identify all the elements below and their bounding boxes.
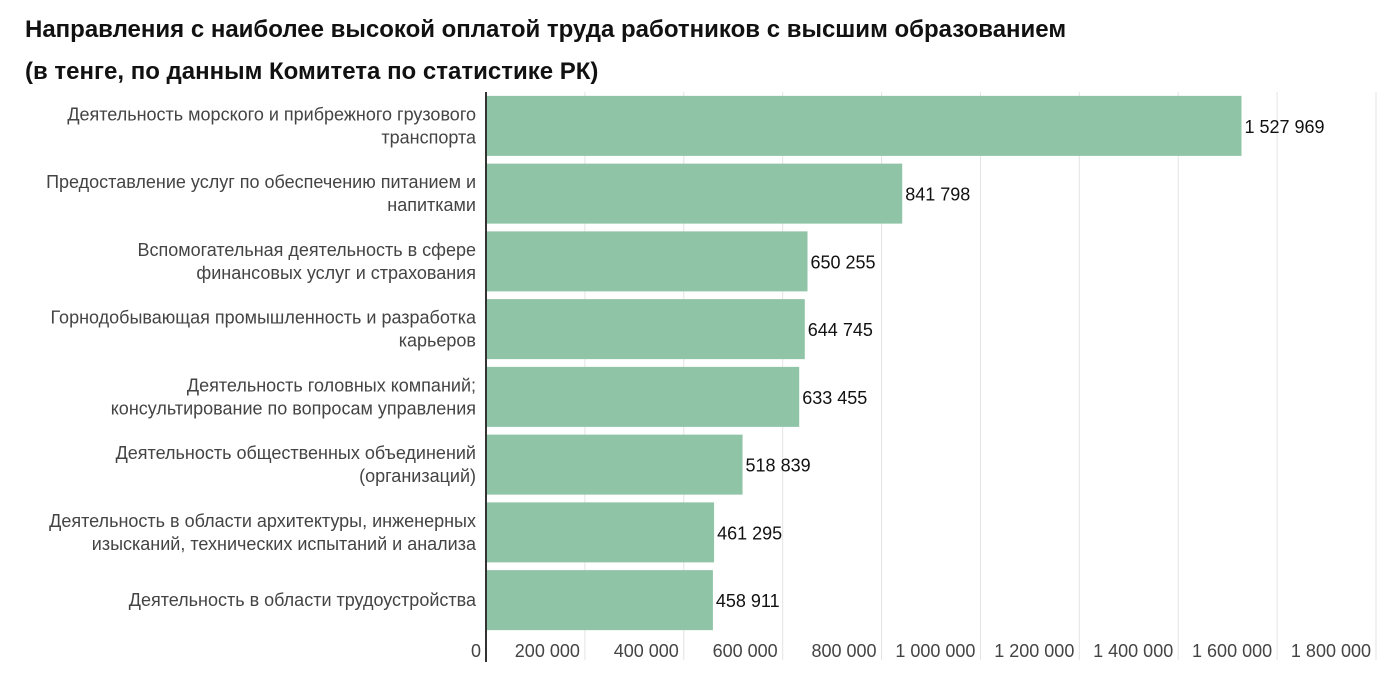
- category-label: Деятельность в области архитектуры, инже…: [49, 511, 476, 531]
- x-tick-label: 1 800 000: [1291, 641, 1371, 661]
- x-tick-label: 400 000: [614, 641, 679, 661]
- bar: [486, 95, 1242, 156]
- value-label: 841 798: [905, 185, 970, 205]
- category-label: (организаций): [359, 466, 476, 486]
- category-label: Предоставление услуг по обеспечению пита…: [46, 172, 476, 192]
- x-tick-label: 600 000: [713, 641, 778, 661]
- value-label: 461 295: [717, 523, 782, 543]
- category-label: Деятельность в области трудоустройства: [129, 590, 477, 610]
- bar: [486, 434, 743, 495]
- category-label: финансовых услуг и страхования: [196, 263, 476, 283]
- x-tick-label: 200 000: [515, 641, 580, 661]
- chart-title: Направления с наиболее высокой оплатой т…: [25, 16, 1067, 43]
- x-tick-label: 1 600 000: [1192, 641, 1272, 661]
- bar: [486, 570, 713, 631]
- value-label: 518 839: [746, 456, 811, 476]
- bar: [486, 502, 715, 563]
- category-label: консультирование по вопросам управления: [111, 398, 476, 418]
- x-tick-label: 1 000 000: [895, 641, 975, 661]
- category-label: Деятельность морского и прибрежного груз…: [67, 104, 476, 124]
- value-label: 458 911: [716, 591, 780, 611]
- value-label: 650 255: [811, 252, 876, 272]
- x-tick-label: 800 000: [811, 641, 876, 661]
- x-tick-label: 0: [471, 641, 481, 661]
- value-label: 644 745: [808, 320, 873, 340]
- category-label: Горнодобывающая промышленность и разрабо…: [51, 308, 477, 328]
- bar: [486, 299, 805, 360]
- x-tick-label: 1 200 000: [994, 641, 1074, 661]
- x-tick-label: 1 400 000: [1093, 641, 1173, 661]
- category-label: карьеров: [399, 331, 476, 351]
- bar: [486, 231, 808, 292]
- bar: [486, 163, 903, 224]
- chart-subtitle: (в тенге, по данным Комитета по статисти…: [25, 58, 599, 85]
- value-label: 633 455: [802, 388, 867, 408]
- category-label: изысканий, технических испытаний и анали…: [92, 534, 477, 554]
- bar: [486, 366, 800, 427]
- category-label: Вспомогательная деятельность в сфере: [137, 240, 476, 260]
- category-label: напитками: [387, 195, 476, 215]
- category-label: Деятельность головных компаний;: [187, 375, 476, 395]
- category-label: Деятельность общественных объединений: [116, 443, 476, 463]
- category-label: транспорта: [381, 127, 477, 147]
- value-label: 1 527 969: [1244, 117, 1324, 137]
